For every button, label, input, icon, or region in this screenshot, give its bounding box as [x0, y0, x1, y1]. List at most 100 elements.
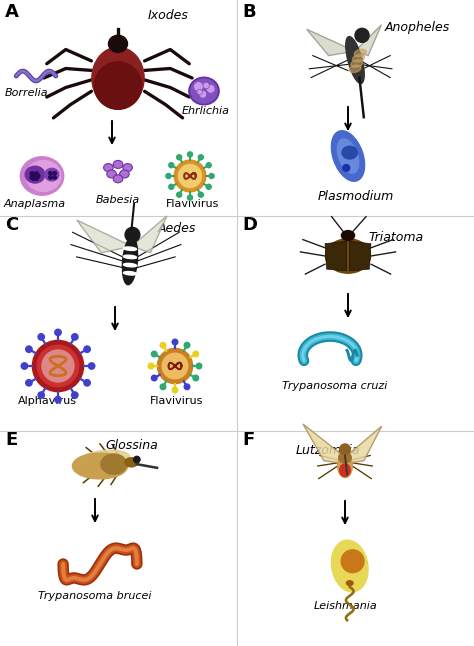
Ellipse shape	[123, 163, 132, 172]
Ellipse shape	[101, 454, 127, 474]
Circle shape	[209, 174, 214, 178]
Circle shape	[53, 171, 56, 175]
Circle shape	[203, 82, 210, 89]
Polygon shape	[303, 424, 343, 463]
Circle shape	[30, 172, 34, 176]
Circle shape	[26, 380, 32, 386]
Ellipse shape	[45, 169, 59, 181]
Ellipse shape	[123, 264, 137, 267]
Ellipse shape	[119, 170, 129, 178]
Ellipse shape	[342, 146, 357, 159]
Ellipse shape	[331, 540, 368, 592]
Circle shape	[340, 444, 350, 454]
Circle shape	[166, 174, 171, 178]
Circle shape	[198, 155, 203, 160]
Ellipse shape	[122, 237, 137, 285]
Ellipse shape	[92, 47, 144, 109]
Circle shape	[53, 176, 56, 179]
Ellipse shape	[349, 65, 361, 72]
Circle shape	[134, 456, 140, 463]
Circle shape	[157, 348, 192, 384]
Circle shape	[38, 334, 45, 340]
Ellipse shape	[341, 231, 355, 240]
Circle shape	[160, 384, 166, 390]
Circle shape	[30, 175, 34, 180]
Circle shape	[198, 193, 203, 197]
Ellipse shape	[79, 450, 130, 467]
Circle shape	[148, 363, 154, 369]
Circle shape	[206, 184, 211, 189]
Ellipse shape	[25, 166, 45, 183]
Circle shape	[162, 353, 188, 379]
Polygon shape	[132, 216, 167, 253]
Polygon shape	[77, 220, 132, 253]
Circle shape	[84, 380, 91, 386]
Circle shape	[188, 152, 192, 157]
Circle shape	[341, 550, 364, 572]
Text: Flavivirus: Flavivirus	[166, 199, 219, 209]
Circle shape	[184, 384, 190, 390]
Ellipse shape	[351, 60, 363, 67]
Text: A: A	[5, 3, 19, 21]
Text: Babesia: Babesia	[96, 195, 140, 205]
Circle shape	[49, 176, 52, 179]
Circle shape	[179, 165, 201, 187]
Circle shape	[188, 195, 192, 200]
Circle shape	[193, 351, 199, 357]
Polygon shape	[307, 29, 355, 56]
Circle shape	[197, 89, 202, 95]
Circle shape	[38, 392, 45, 399]
Circle shape	[34, 176, 38, 180]
Circle shape	[196, 363, 202, 369]
Circle shape	[34, 172, 38, 176]
Ellipse shape	[123, 271, 137, 275]
Ellipse shape	[191, 79, 217, 103]
Polygon shape	[350, 241, 371, 271]
Ellipse shape	[20, 157, 64, 195]
Ellipse shape	[113, 160, 123, 169]
Ellipse shape	[337, 139, 359, 173]
Circle shape	[343, 165, 350, 171]
Circle shape	[184, 342, 190, 348]
Circle shape	[206, 163, 211, 168]
Text: C: C	[5, 216, 18, 234]
Polygon shape	[355, 25, 382, 56]
Circle shape	[160, 342, 166, 348]
Circle shape	[26, 346, 32, 353]
Ellipse shape	[353, 54, 365, 62]
Circle shape	[55, 397, 61, 403]
Ellipse shape	[331, 130, 365, 182]
Ellipse shape	[123, 247, 137, 251]
Text: Glossina: Glossina	[105, 439, 158, 452]
Text: Ehrlichia: Ehrlichia	[182, 106, 230, 116]
Ellipse shape	[107, 170, 117, 178]
Circle shape	[355, 28, 369, 43]
Circle shape	[199, 90, 207, 98]
Circle shape	[193, 81, 203, 92]
Circle shape	[72, 334, 78, 340]
Text: Aedes: Aedes	[158, 222, 196, 235]
Circle shape	[42, 350, 74, 382]
Ellipse shape	[326, 239, 371, 273]
Circle shape	[84, 346, 91, 353]
Circle shape	[151, 351, 157, 357]
Ellipse shape	[26, 161, 61, 191]
Polygon shape	[325, 241, 346, 271]
Text: Trypanosoma cruzi: Trypanosoma cruzi	[282, 381, 387, 391]
Ellipse shape	[354, 49, 366, 57]
Circle shape	[49, 171, 52, 175]
Text: Anopheles: Anopheles	[385, 21, 450, 34]
Circle shape	[88, 363, 95, 370]
Text: E: E	[5, 431, 17, 449]
Circle shape	[37, 345, 79, 387]
Circle shape	[36, 174, 40, 178]
Text: Alphavirus: Alphavirus	[18, 396, 77, 406]
Circle shape	[172, 339, 178, 345]
Ellipse shape	[104, 163, 113, 172]
Text: Anaplasma: Anaplasma	[4, 199, 66, 209]
Ellipse shape	[113, 175, 123, 183]
Ellipse shape	[346, 581, 353, 585]
Text: B: B	[242, 3, 255, 21]
Text: Triatoma: Triatoma	[368, 231, 423, 244]
Ellipse shape	[123, 255, 137, 258]
